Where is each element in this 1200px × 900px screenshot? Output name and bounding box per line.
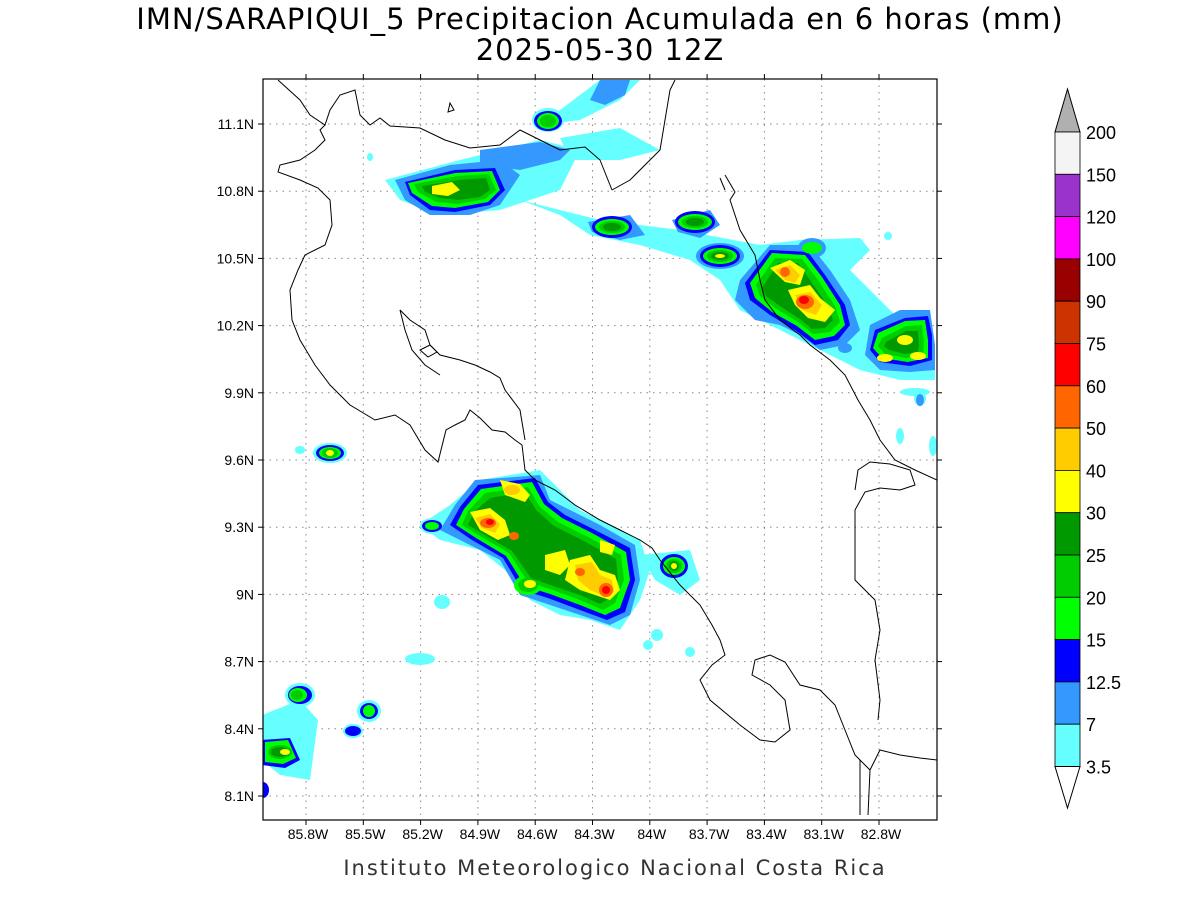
- colorbar-level-label: 100: [1086, 250, 1116, 270]
- longitude-axis: 85.8W 85.5W 85.2W 84.9W 84.6W 84.3W 84W 83.7W 83…: [288, 74, 902, 842]
- lon-tick-label: 85.2W: [402, 826, 443, 842]
- lon-tick-label: 85.8W: [288, 826, 329, 842]
- colorbar-swatch: [1054, 258, 1081, 302]
- colorbar-top-arrow: [1054, 87, 1081, 133]
- colorbar-level-label: 40: [1086, 461, 1106, 481]
- colorbar-level-label: 200: [1086, 123, 1116, 143]
- lat-tick-label: 11.1N: [218, 116, 254, 132]
- precipitation-field: [263, 80, 937, 798]
- colorbar-swatch: [1054, 385, 1081, 429]
- colorbar-level-label: 15: [1086, 631, 1106, 651]
- colorbar-swatch: [1054, 554, 1081, 598]
- colorbar-swatch: [1054, 681, 1081, 725]
- lon-tick-label: 84.9W: [460, 826, 501, 842]
- coastline-borders: [277, 79, 937, 816]
- colorbar-level-label: 60: [1086, 377, 1106, 397]
- colorbar-swatch: [1054, 300, 1081, 344]
- lat-tick-label: 8.4N: [224, 721, 254, 737]
- colorbar-level-label: 7: [1086, 715, 1096, 735]
- map-frame: [262, 78, 938, 821]
- colorbar-level-label: 20: [1086, 588, 1106, 608]
- lon-tick-label: 84.6W: [517, 826, 558, 842]
- colorbar-level-label: 12.5: [1086, 673, 1121, 693]
- colorbar-swatch: [1054, 216, 1081, 260]
- colorbar-swatch: [1054, 469, 1081, 514]
- latitude-axis: 11.1N 10.8N 10.5N 10.2N 9.9N 9.6N 9.3N 9N 8.7N 8.…: [217, 116, 942, 804]
- lon-tick-label: 84W: [637, 826, 667, 842]
- lat-tick-label: 10.2N: [217, 318, 254, 334]
- colorbar-swatch: [1054, 427, 1081, 471]
- lon-tick-label: 83.1W: [803, 826, 844, 842]
- map-plot-area: [263, 79, 937, 820]
- lat-tick-label: 9.6N: [224, 452, 254, 468]
- lat-tick-label: 8.1N: [224, 788, 254, 804]
- precipitation-colorbar: 200 150 120 100 90 75 60 50 40 30 25 20 15 12.5 7 3.5: [1054, 87, 1121, 810]
- lon-tick-label: 84.3W: [574, 826, 615, 842]
- map-subtitle-datetime: 2025-05-30 12Z: [475, 33, 725, 67]
- colorbar-level-label: 30: [1086, 504, 1106, 524]
- lon-tick-label: 83.4W: [746, 826, 787, 842]
- colorbar-level-label: 25: [1086, 546, 1106, 566]
- colorbar-level-label: 50: [1086, 419, 1106, 439]
- lon-tick-label: 85.5W: [345, 826, 386, 842]
- colorbar-level-label: 120: [1086, 208, 1116, 228]
- lon-tick-label: 82.8W: [861, 826, 902, 842]
- lat-tick-label: 9.9N: [224, 385, 254, 401]
- colorbar-swatch: [1054, 131, 1081, 175]
- colorbar-swatch: [1054, 723, 1081, 767]
- lat-tick-label: 10.5N: [217, 250, 254, 266]
- lon-tick-label: 83.7W: [689, 826, 730, 842]
- colorbar-level-label: 90: [1086, 292, 1106, 312]
- colorbar-level-label: 150: [1086, 165, 1116, 185]
- lat-tick-label: 9N: [236, 586, 254, 602]
- colorbar-swatch: [1054, 596, 1081, 640]
- lat-tick-label: 9.3N: [224, 519, 254, 535]
- colorbar-level-label: 3.5: [1086, 758, 1111, 778]
- colorbar-bottom-arrow: [1054, 766, 1081, 810]
- colorbar-swatch: [1054, 173, 1081, 218]
- colorbar-swatch: [1054, 639, 1081, 683]
- map-title: IMN/SARAPIQUI_5 Precipitacion Acumulada …: [136, 2, 1064, 36]
- colorbar-swatch: [1054, 343, 1081, 387]
- footer-credit: Instituto Meteorologico Nacional Costa R…: [343, 856, 887, 880]
- colorbar-level-label: 75: [1086, 335, 1106, 355]
- colorbar-swatch: [1054, 512, 1081, 556]
- lat-tick-label: 8.7N: [224, 654, 254, 670]
- lat-tick-label: 10.8N: [217, 183, 254, 199]
